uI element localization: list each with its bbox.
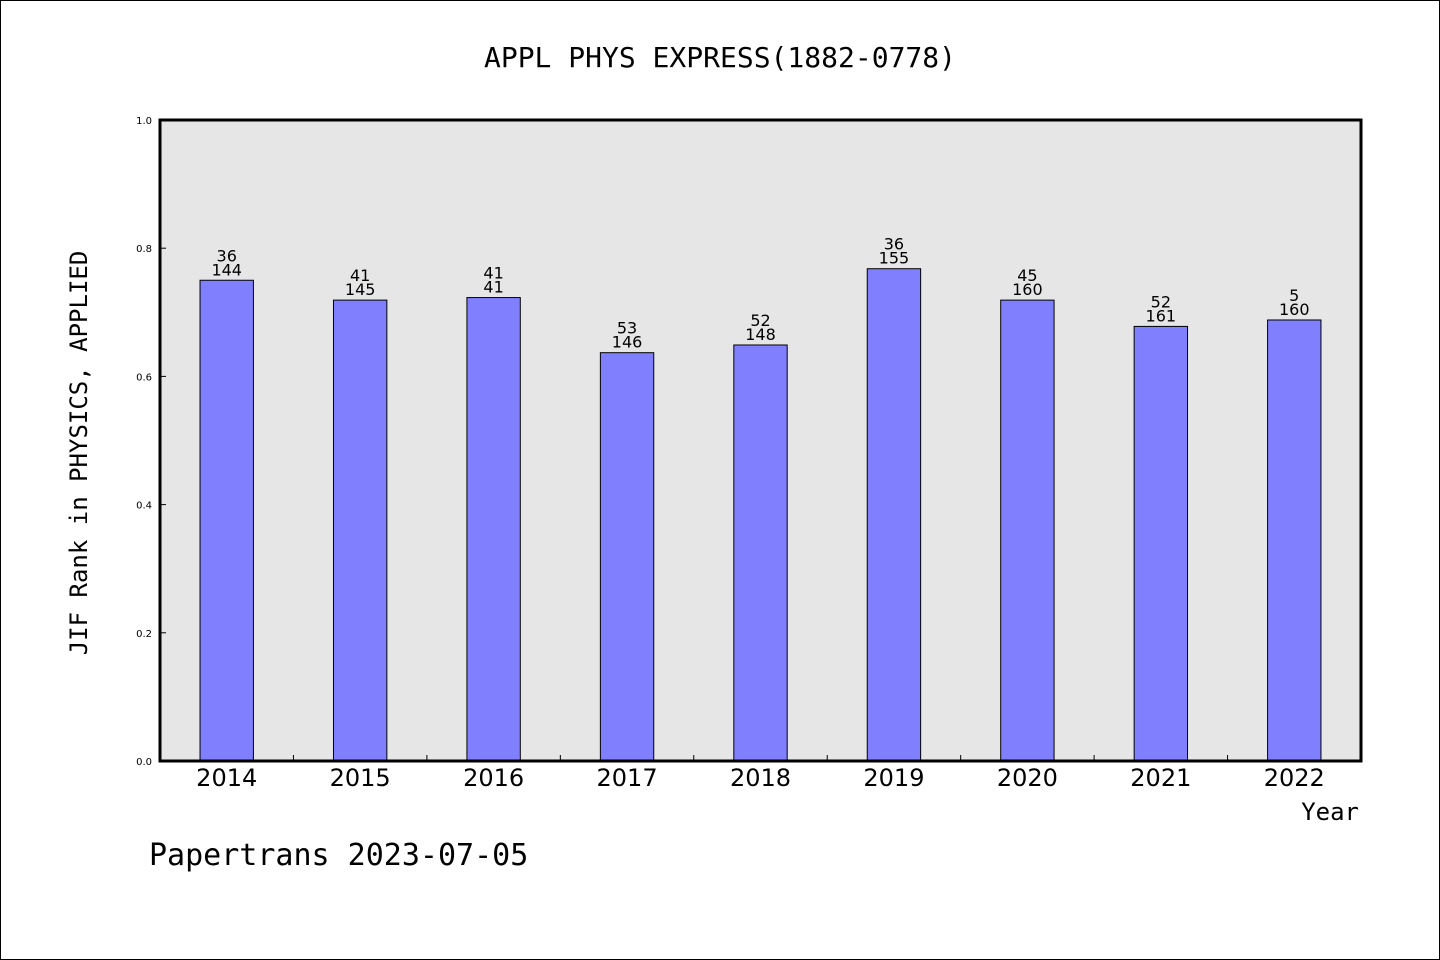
- x-tick-label: 2021: [1130, 764, 1191, 792]
- y-tick-label: 0.6: [136, 372, 152, 383]
- bar-label-total: 148: [745, 325, 776, 344]
- y-tick-label: 0.4: [136, 501, 152, 512]
- y-axis-label: JIF Rank in PHYSICS, APPLIED: [65, 251, 93, 656]
- bar-label-total: 155: [879, 249, 910, 268]
- y-tick-label: 0.8: [136, 244, 152, 255]
- bar-2022: [1267, 319, 1322, 762]
- x-tick-label: 2014: [196, 764, 257, 792]
- bar-label-rank: 45: [1017, 266, 1037, 285]
- bar-label-rank: 52: [750, 311, 770, 330]
- bar-2014: [199, 279, 254, 762]
- bar-label-rank: 52: [1151, 292, 1171, 311]
- x-tick-label: 2020: [997, 764, 1058, 792]
- x-tick-label: 2015: [330, 764, 391, 792]
- y-tick-label: 1.0: [136, 116, 152, 127]
- footer-source-date: Papertrans 2023-07-05: [149, 838, 528, 873]
- chart-title: APPL PHYS EXPRESS(1882-0778): [484, 41, 956, 74]
- bar-label-rank: 53: [617, 319, 637, 338]
- x-tick-label: 2016: [463, 764, 524, 792]
- bar-label-total: 144: [211, 260, 242, 279]
- bar-2021: [1133, 325, 1189, 762]
- y-tick-label: 0.0: [136, 757, 152, 768]
- bar-2019: [866, 268, 922, 762]
- bar-label-total: 145: [345, 280, 376, 299]
- plot-border: [158, 118, 1363, 763]
- bar-label-total: 161: [1146, 306, 1177, 325]
- bar-label-total: 160: [1279, 300, 1310, 319]
- bar-label-total: 160: [1012, 280, 1043, 299]
- x-tick-label: 2017: [597, 764, 658, 792]
- x-tick-label: 2019: [863, 764, 924, 792]
- bar-label-rank: 41: [350, 266, 370, 285]
- x-axis-label: Year: [1301, 798, 1359, 826]
- bar-2020: [1000, 299, 1055, 762]
- bar-label-rank: 5: [1289, 286, 1299, 305]
- y-tick-label: 0.2: [136, 629, 152, 640]
- bar-label-rank: 41: [483, 264, 503, 283]
- bar-label-rank: 36: [217, 246, 237, 265]
- x-tick-label: 2022: [1264, 764, 1325, 792]
- x-tick-label: 2018: [730, 764, 791, 792]
- bar-label-total: 146: [612, 333, 643, 352]
- bar-label-rank: 36: [884, 235, 904, 254]
- bar-2017: [599, 352, 655, 762]
- x-axis-ticks: 2014 2015 2016 2017 2018 2019 2020 2021 2022: [196, 755, 1325, 792]
- bar-label-total: 41: [483, 278, 503, 297]
- bar-2015: [332, 299, 388, 762]
- bar-2018: [733, 344, 788, 762]
- bar-2016: [466, 297, 521, 762]
